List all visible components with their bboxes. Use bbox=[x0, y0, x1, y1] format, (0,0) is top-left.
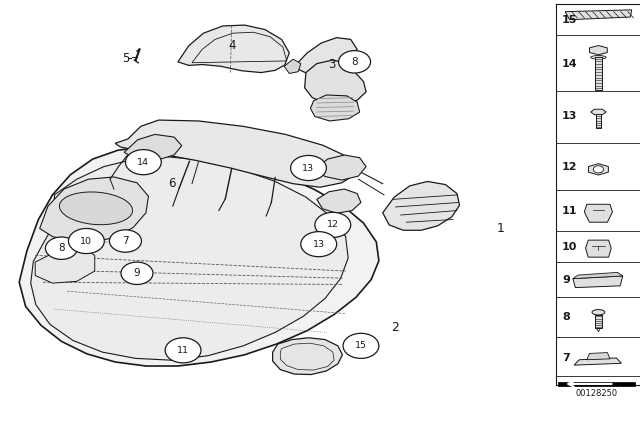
Text: 1: 1 bbox=[497, 222, 504, 235]
Text: 7: 7 bbox=[562, 353, 570, 363]
Text: 8: 8 bbox=[58, 243, 65, 253]
Text: 5: 5 bbox=[122, 52, 129, 65]
Circle shape bbox=[315, 212, 351, 237]
Polygon shape bbox=[589, 46, 607, 55]
Text: 15: 15 bbox=[355, 341, 367, 350]
Polygon shape bbox=[284, 59, 301, 73]
Text: 13: 13 bbox=[313, 240, 324, 249]
Text: 9: 9 bbox=[134, 268, 140, 278]
Text: 11: 11 bbox=[562, 207, 577, 216]
Circle shape bbox=[339, 51, 371, 73]
Polygon shape bbox=[565, 10, 632, 20]
Polygon shape bbox=[40, 177, 148, 242]
Bar bbox=[595, 57, 602, 90]
Text: 8: 8 bbox=[562, 312, 570, 322]
Ellipse shape bbox=[592, 310, 605, 315]
Polygon shape bbox=[124, 134, 182, 160]
Text: 11: 11 bbox=[177, 346, 189, 355]
Text: 12: 12 bbox=[327, 220, 339, 229]
Polygon shape bbox=[305, 60, 366, 105]
Text: 6: 6 bbox=[168, 177, 175, 190]
Circle shape bbox=[301, 232, 337, 257]
Polygon shape bbox=[383, 181, 460, 230]
Polygon shape bbox=[587, 353, 610, 360]
Ellipse shape bbox=[591, 56, 606, 59]
Circle shape bbox=[165, 338, 201, 363]
Polygon shape bbox=[35, 247, 95, 283]
Text: 13: 13 bbox=[303, 164, 314, 172]
Polygon shape bbox=[178, 25, 289, 73]
Text: 10: 10 bbox=[81, 237, 92, 246]
Polygon shape bbox=[591, 109, 606, 115]
Text: 12: 12 bbox=[562, 162, 577, 172]
Polygon shape bbox=[273, 338, 342, 375]
Text: 8: 8 bbox=[351, 57, 358, 67]
Polygon shape bbox=[588, 164, 609, 175]
Text: 00128250: 00128250 bbox=[575, 389, 618, 398]
Circle shape bbox=[291, 155, 326, 181]
Circle shape bbox=[593, 166, 604, 173]
Circle shape bbox=[109, 230, 141, 252]
Text: 7: 7 bbox=[122, 236, 129, 246]
Polygon shape bbox=[573, 276, 623, 288]
Circle shape bbox=[68, 228, 104, 254]
Polygon shape bbox=[573, 272, 623, 279]
Polygon shape bbox=[115, 120, 357, 187]
Text: 15: 15 bbox=[562, 15, 577, 25]
Circle shape bbox=[125, 150, 161, 175]
Text: 2: 2 bbox=[392, 321, 399, 335]
Text: 14: 14 bbox=[562, 59, 577, 69]
Polygon shape bbox=[31, 157, 348, 360]
Bar bbox=[595, 315, 602, 328]
Polygon shape bbox=[315, 155, 366, 180]
Polygon shape bbox=[296, 38, 357, 73]
Polygon shape bbox=[586, 240, 611, 257]
Circle shape bbox=[343, 333, 379, 358]
Circle shape bbox=[121, 262, 153, 284]
Polygon shape bbox=[574, 358, 621, 365]
Polygon shape bbox=[310, 95, 360, 121]
Ellipse shape bbox=[60, 192, 132, 225]
Polygon shape bbox=[584, 204, 612, 222]
Text: 13: 13 bbox=[562, 112, 577, 121]
Text: 4: 4 bbox=[228, 39, 236, 52]
Text: 14: 14 bbox=[138, 158, 149, 167]
Polygon shape bbox=[317, 189, 361, 213]
Polygon shape bbox=[558, 382, 635, 386]
Polygon shape bbox=[19, 147, 379, 366]
Circle shape bbox=[45, 237, 77, 259]
Text: 3: 3 bbox=[328, 58, 335, 72]
Bar bbox=[596, 114, 601, 128]
Text: 10: 10 bbox=[562, 242, 577, 252]
Text: 9: 9 bbox=[562, 275, 570, 284]
